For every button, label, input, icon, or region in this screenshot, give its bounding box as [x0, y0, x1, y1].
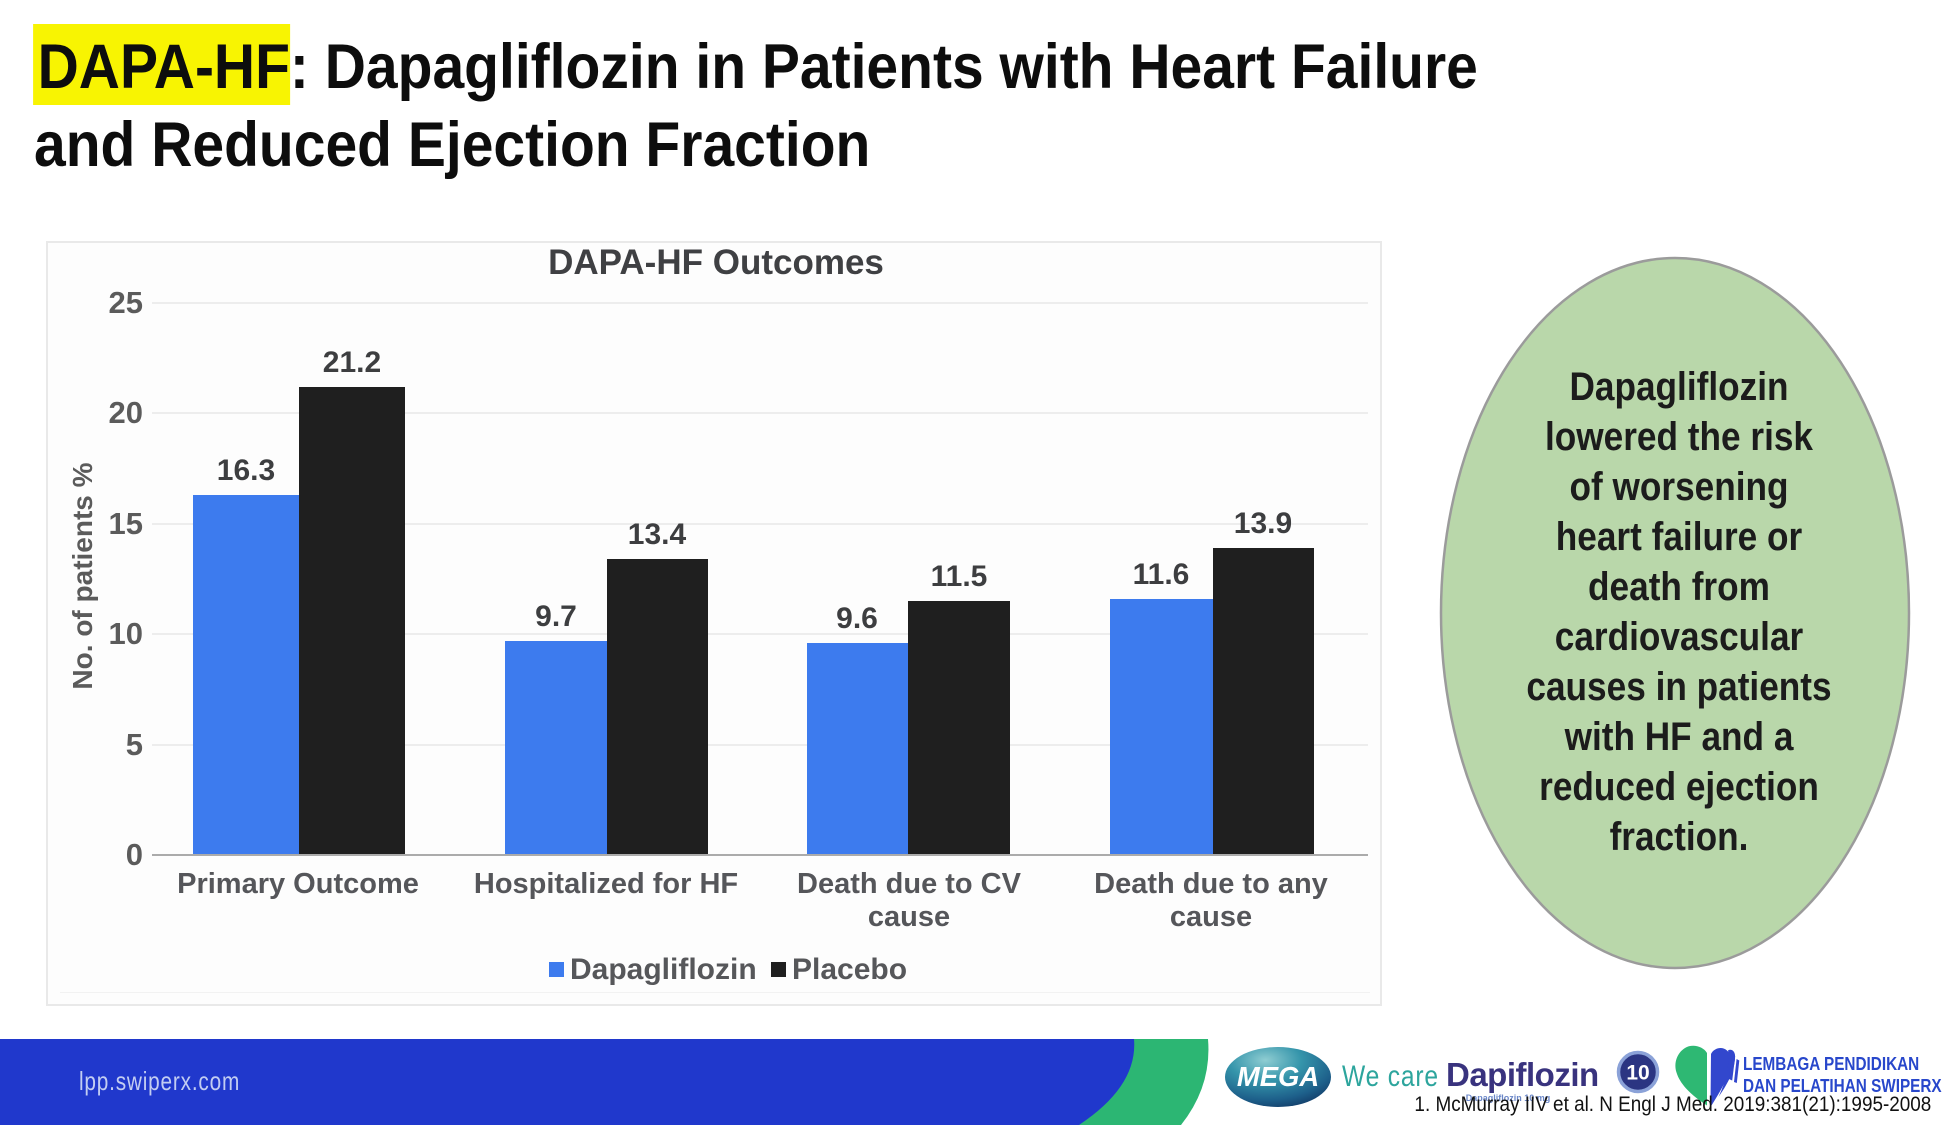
- svg-text:10: 10: [1626, 1062, 1649, 1085]
- svg-text:MEGA: MEGA: [1237, 1061, 1319, 1092]
